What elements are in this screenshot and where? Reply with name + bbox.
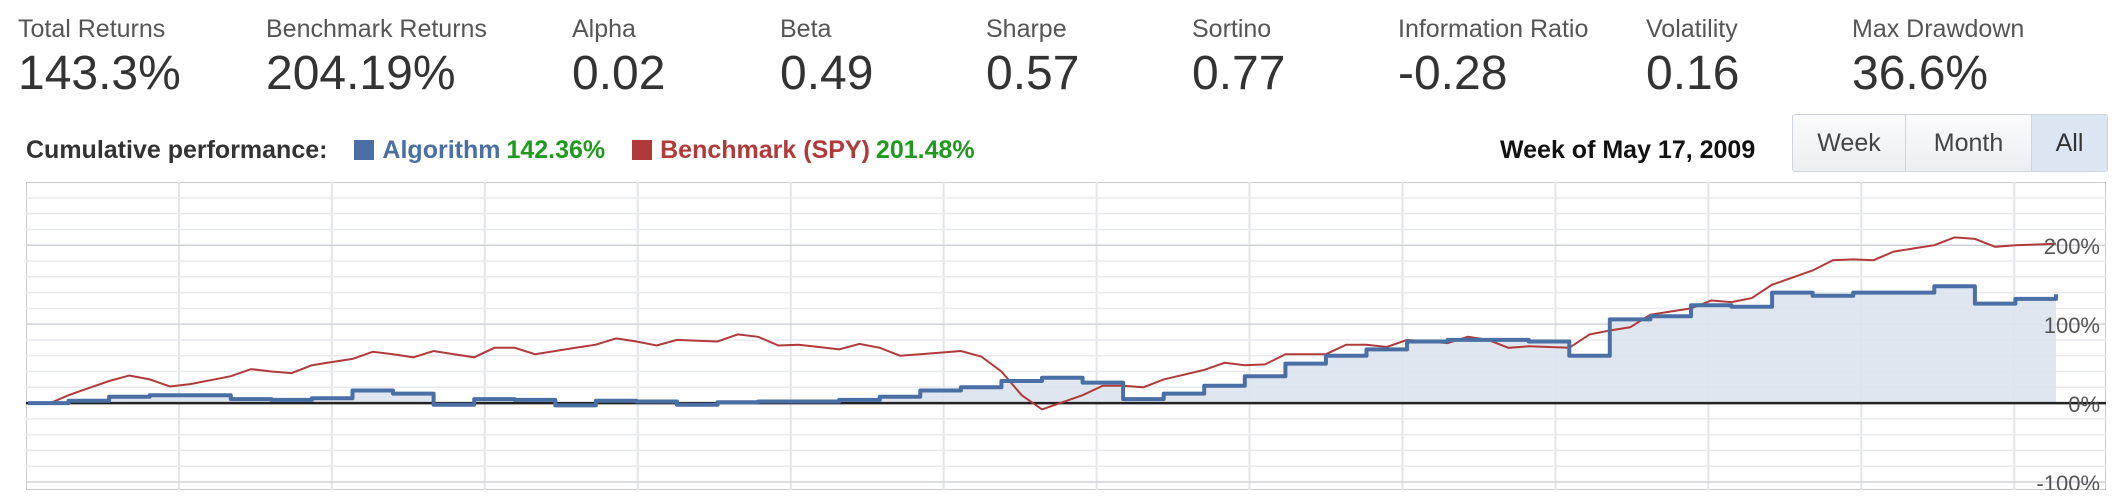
chart-legend: Cumulative performance: Algorithm 142.36%… — [26, 132, 975, 168]
stat-label: Sortino — [1192, 15, 1272, 43]
stat-max-drawdown: Max Drawdown 36.6% — [1852, 14, 2024, 103]
algorithm-swatch — [354, 140, 375, 160]
stat-volatility: Volatility 0.16 — [1646, 14, 1739, 103]
stat-beta: Beta 0.49 — [780, 14, 873, 103]
chart-svg[interactable]: 200% 100% 0% -100% — [26, 182, 2106, 496]
legend-algorithm-name: Algorithm — [382, 136, 501, 164]
stat-alpha: Alpha 0.02 — [572, 14, 665, 103]
stat-total-returns: Total Returns 143.3% — [18, 14, 181, 103]
stat-benchmark-returns: Benchmark Returns 204.19% — [266, 14, 487, 103]
stat-sharpe: Sharpe 0.57 — [986, 14, 1079, 103]
stat-label: Max Drawdown — [1852, 15, 2025, 43]
range-all-button[interactable]: All — [2032, 115, 2107, 171]
legend-label: Cumulative performance: — [26, 136, 328, 164]
legend-benchmark-name: Benchmark (SPY) — [660, 136, 870, 164]
stat-information-ratio: Information Ratio -0.28 — [1398, 14, 1588, 103]
stat-value: 0.02 — [572, 47, 666, 100]
stat-value: 0.77 — [1192, 47, 1286, 100]
y-tick-label: 100% — [2044, 313, 2100, 338]
benchmark-swatch — [632, 140, 653, 160]
stats-bar: Total Returns 143.3% Benchmark Returns 2… — [0, 14, 2118, 104]
range-week-button[interactable]: Week — [1793, 115, 1906, 171]
legend-algorithm-value: 142.36% — [506, 136, 606, 164]
y-tick-label: 200% — [2044, 234, 2100, 259]
stat-label: Information Ratio — [1398, 15, 1589, 43]
legend-item-algorithm[interactable]: Algorithm 142.36% — [354, 132, 605, 168]
legend-benchmark-value: 201.48% — [875, 136, 975, 164]
stat-label: Alpha — [572, 15, 636, 43]
benchmark-line — [27, 236, 2057, 411]
stat-value: 36.6% — [1852, 47, 1989, 100]
y-tick-label: 0% — [2068, 392, 2100, 417]
stat-sortino: Sortino 0.77 — [1192, 14, 1285, 103]
stat-value: 143.3% — [18, 47, 181, 100]
stat-value: 204.19% — [266, 47, 456, 100]
stat-value: 0.16 — [1646, 47, 1740, 100]
algorithm-line — [28, 284, 2058, 408]
stat-value: 0.57 — [986, 47, 1080, 100]
legend-item-benchmark[interactable]: Benchmark (SPY) 201.48% — [632, 132, 975, 168]
week-label: Week of May 17, 2009 — [1500, 136, 1756, 164]
algorithm-area — [28, 286, 2056, 406]
stat-label: Sharpe — [986, 15, 1067, 43]
stat-label: Volatility — [1646, 15, 1738, 43]
stat-value: -0.28 — [1398, 47, 1508, 100]
stat-value: 0.49 — [780, 47, 874, 100]
range-selector: Week Month All — [1792, 114, 2108, 172]
performance-chart[interactable]: 200% 100% 0% -100% — [26, 182, 2106, 496]
range-month-button[interactable]: Month — [1906, 115, 2032, 171]
stat-label: Total Returns — [18, 15, 166, 43]
stat-label: Benchmark Returns — [266, 15, 487, 43]
y-tick-label: -100% — [2036, 471, 2100, 490]
stat-label: Beta — [780, 15, 832, 43]
